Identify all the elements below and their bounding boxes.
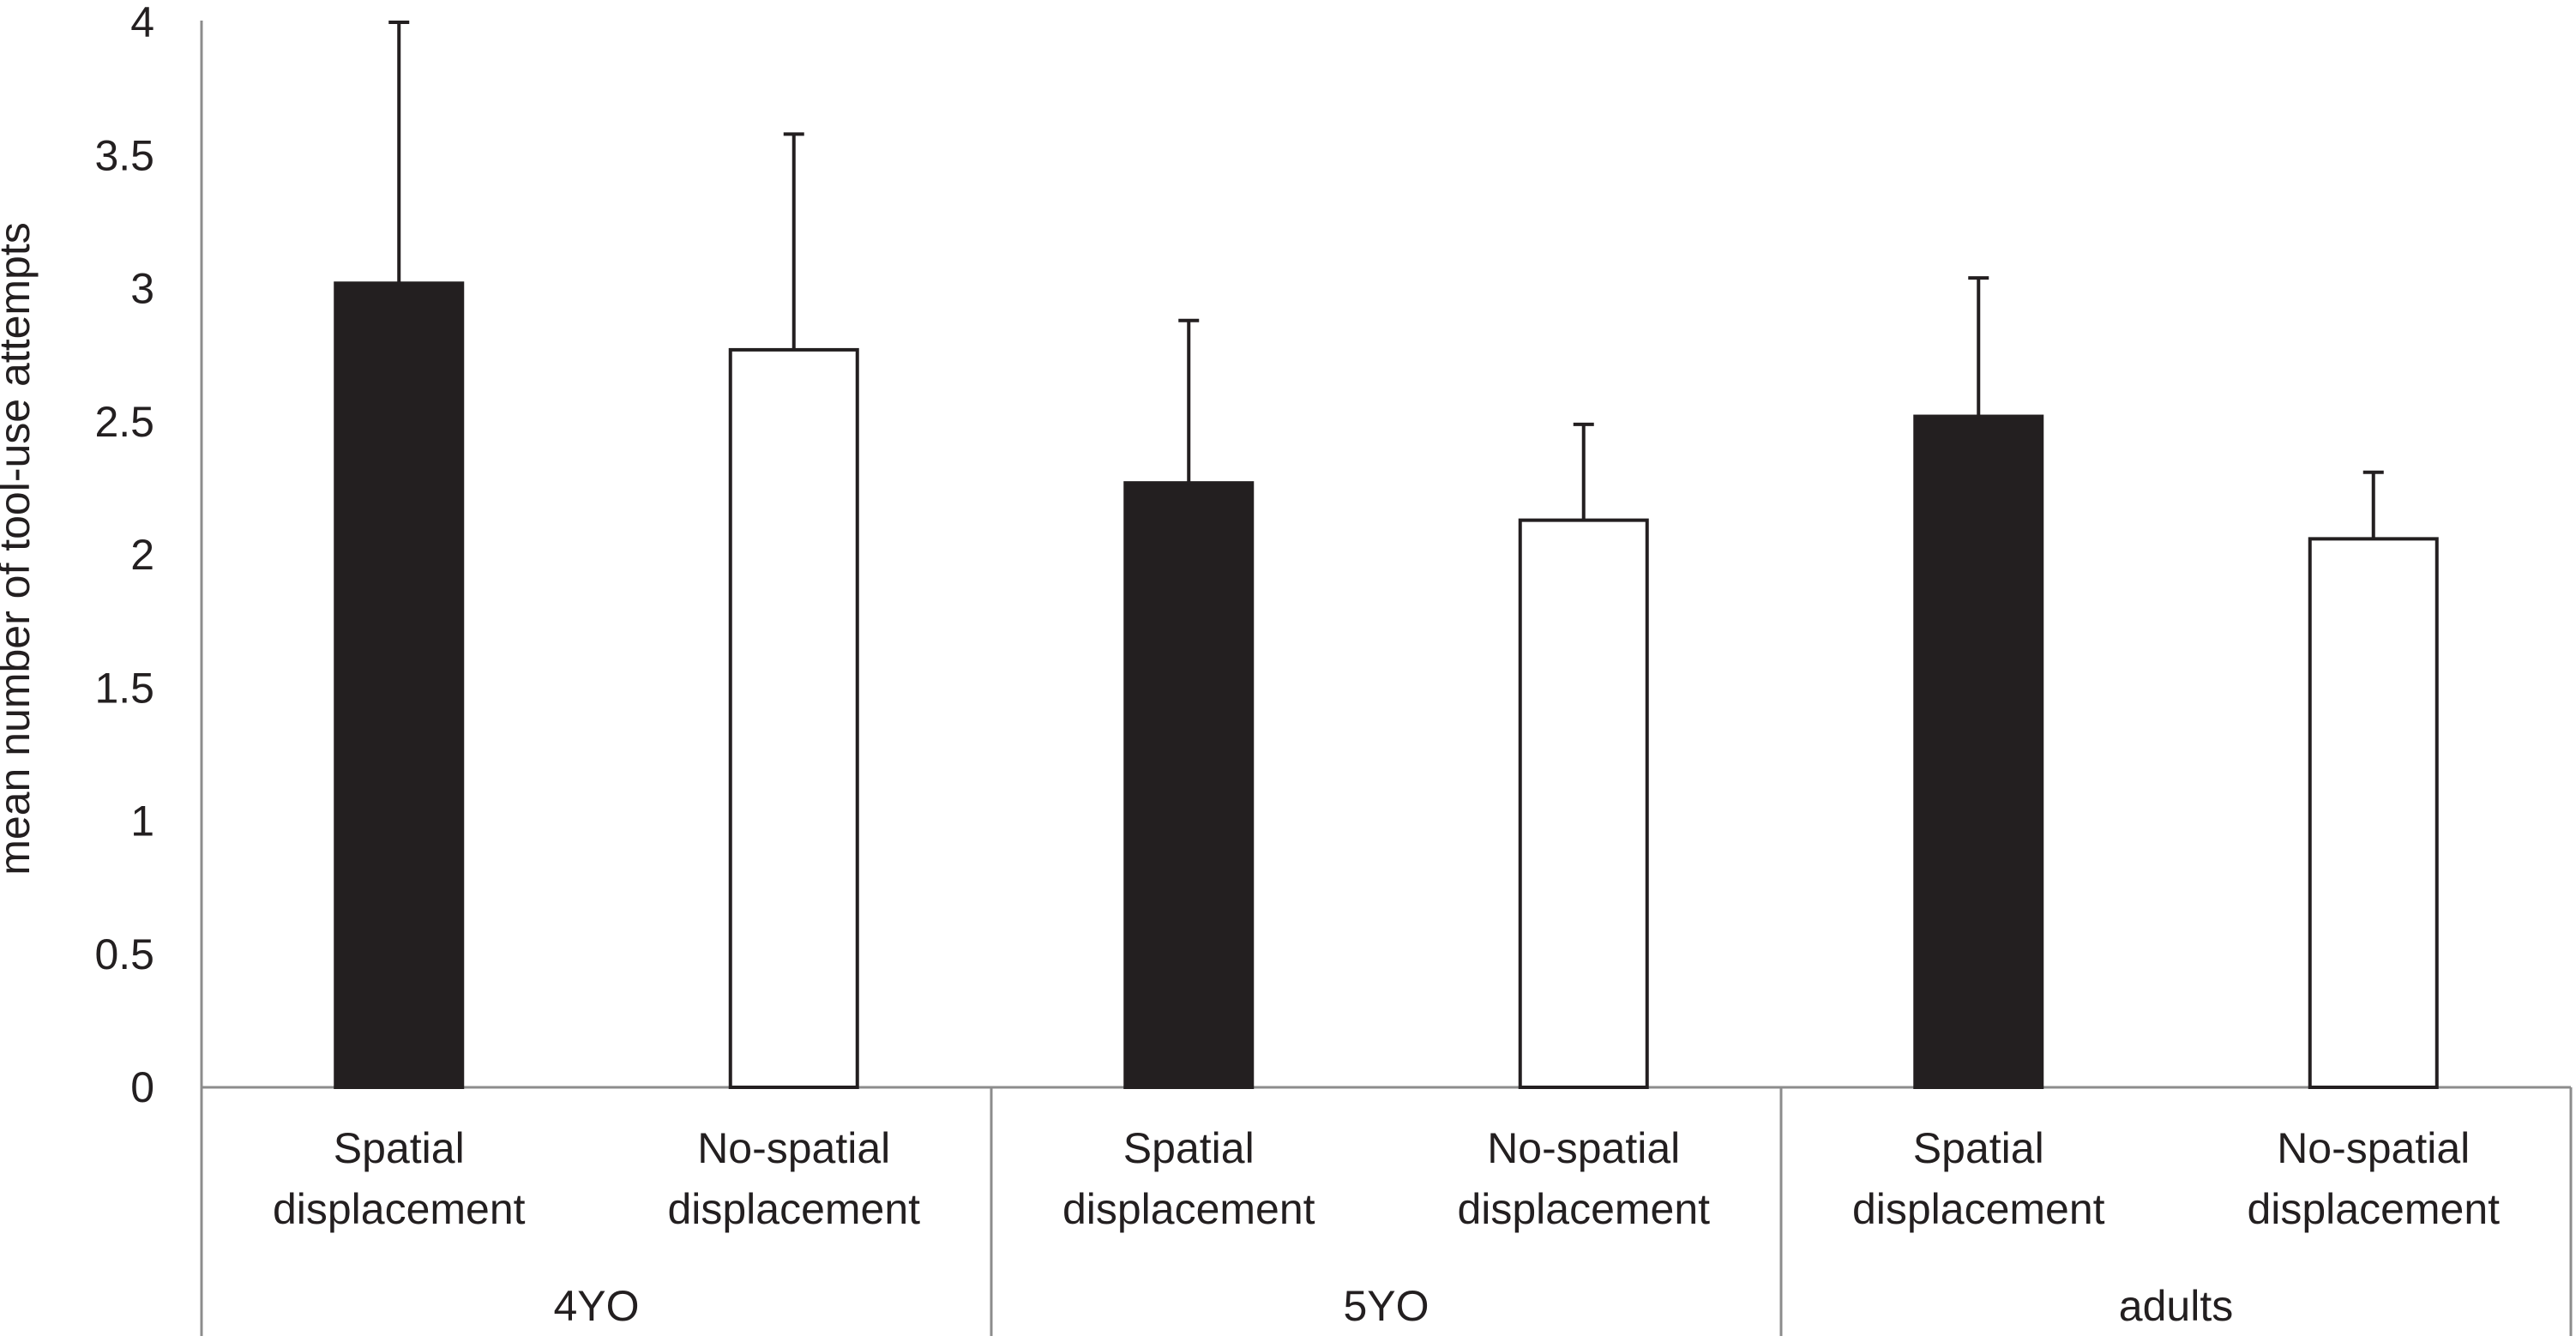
- y-tick-label: 4: [130, 0, 154, 46]
- bars: [334, 281, 2439, 1090]
- bar: [1518, 518, 1649, 1089]
- y-axis-label: mean number of tool-use attempts: [0, 222, 39, 876]
- group-label: 4YO: [553, 1282, 639, 1330]
- bar-category-label-line1: No-spatial: [2277, 1124, 2470, 1172]
- y-axis: 0 0.5 1 1.5 2 2.5 3 3.5 4: [94, 0, 203, 1111]
- group-label: adults: [2119, 1282, 2233, 1330]
- bar-category-label-line2: displacement: [1457, 1185, 1710, 1233]
- bar: [334, 281, 465, 1090]
- bar: [1123, 481, 1255, 1089]
- bar: [728, 347, 859, 1090]
- category-labels: Spatial displacement No-spatial displacemen…: [273, 1124, 2500, 1330]
- y-tick-label: 2.5: [94, 398, 154, 446]
- bar-category-label-line2: displacement: [1062, 1185, 1315, 1233]
- y-tick-label: 0: [130, 1063, 154, 1111]
- y-tick-label: 0.5: [94, 930, 154, 978]
- y-tick-label: 2: [130, 531, 154, 579]
- x-axis: [200, 1086, 2573, 1336]
- bar-category-label-line2: displacement: [273, 1185, 526, 1233]
- bar-category-label-line1: Spatial: [1913, 1124, 2044, 1172]
- bar-category-label-line1: Spatial: [1123, 1124, 1255, 1172]
- bar-category-label-line1: No-spatial: [697, 1124, 890, 1172]
- bar-category-label-line1: Spatial: [334, 1124, 465, 1172]
- bar-category-label-line2: displacement: [1852, 1185, 2105, 1233]
- bar-category-label-line1: No-spatial: [1487, 1124, 1680, 1172]
- bar-category-label-line2: displacement: [667, 1185, 920, 1233]
- group-label: 5YO: [1343, 1282, 1429, 1330]
- y-tick-label: 1: [130, 797, 154, 846]
- y-tick-label: 3.5: [94, 131, 154, 179]
- y-tick-label: 3: [130, 265, 154, 313]
- bar-category-label-line2: displacement: [2247, 1185, 2500, 1233]
- error-bars: [388, 21, 2384, 539]
- bar: [1913, 414, 2044, 1090]
- y-tick-label: 1.5: [94, 664, 154, 712]
- bar: [2308, 537, 2439, 1089]
